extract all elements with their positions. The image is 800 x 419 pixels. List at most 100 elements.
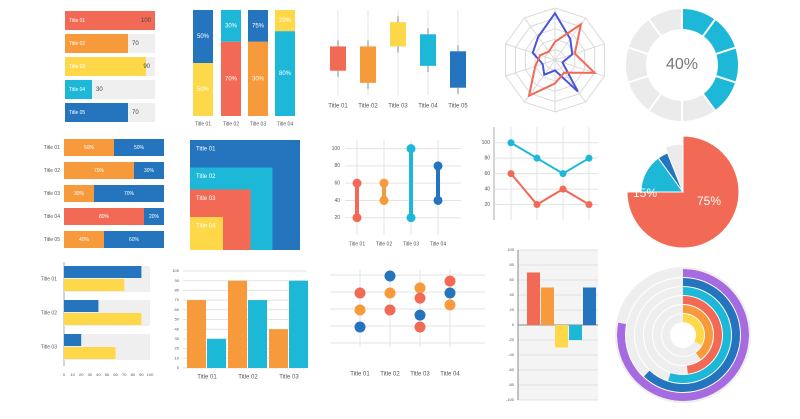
c9-ytick: 60 [484,171,490,177]
c14-ytick: 100 [507,247,514,252]
c4-series-line [527,22,598,98]
c3-category-label: Title 05 [448,104,468,110]
c13-category-label: Title 02 [380,372,400,378]
c11-xtick: 30 [88,372,93,377]
c9-point [559,170,567,178]
c1-bar [65,103,128,122]
c2-category-label: Title 01 [195,121,211,127]
c11-bar [64,266,142,278]
c2-category-label: Title 03 [250,121,266,127]
c12-ytick: 30 [175,336,180,341]
c13-point [444,275,456,287]
c4-spoke [524,17,556,61]
c14-ytick: 40 [510,292,515,297]
c8-ytick: 100 [332,146,341,152]
c1-bar [65,80,92,99]
c12-ytick: 10 [175,355,180,360]
c3-category-label: Title 02 [358,104,378,110]
c6-category-label: Title 05 [44,237,60,243]
c4-spoke [554,43,605,61]
c13-category-label: Title 04 [440,372,460,378]
c11-xtick: 40 [96,372,101,377]
c3-range-bar [390,22,406,47]
c10-slice [664,143,684,193]
c12-bar [187,300,206,368]
c13-point [354,287,366,299]
c12-ytick: 20 [175,346,180,351]
c13-point [444,287,456,299]
c10-slice [626,135,740,249]
c14-bar [555,325,568,348]
c3-category-label: Title 03 [388,104,408,110]
c14-ytick: 0 [512,322,515,327]
c2-bar-label: 30% [225,23,238,29]
c9-ytick: 80 [484,156,490,162]
c12-bar [269,329,288,368]
c15-arc [682,305,713,360]
c8-category-label: Title 03 [403,241,419,247]
c11-bar [64,300,99,312]
c14-ytick: 80 [510,262,515,267]
c6-bar-label: 60% [129,237,140,243]
c8-ytick: 40 [334,198,340,204]
c10-slice-label: 15% [633,186,657,200]
c14-bar [527,272,540,325]
c11-bar [64,279,125,291]
c13-point [414,321,426,333]
c15-arc [668,287,731,383]
c8-category-label: Title 02 [376,241,392,247]
c1-category-label: Title 03 [69,64,85,70]
c9-point [507,139,515,147]
c11-bar [64,313,142,325]
c11-category-label: Title 01 [41,276,57,282]
c13-point [384,287,396,299]
c9-ytick: 100 [482,140,491,146]
c2-bar-label: 80% [279,71,292,77]
c3-category-label: Title 04 [418,104,438,110]
c13-point [444,299,456,311]
c12-ytick: 40 [175,326,180,331]
c13-point [414,292,426,304]
c13-point [354,304,366,316]
c1-category-label: Title 04 [69,87,85,93]
c11-xtick: 50 [105,372,110,377]
c2-bar-label: 30% [252,76,265,82]
c11-category-label: Title 03 [41,344,57,350]
c6-category-label: Title 04 [44,214,60,220]
c8-point-low [433,195,443,205]
c8-ytick: 80 [334,163,340,169]
c6-category-label: Title 02 [44,168,60,174]
c2-bar-bottom [248,41,268,116]
c2-bar-label: 50% [197,34,210,40]
c12-category-label: Title 01 [197,375,217,381]
c11-xtick: 10 [70,372,75,377]
c14-ytick: -80 [508,382,515,387]
c8-point-low [352,213,362,223]
c7-square-label: Title 03 [196,196,216,202]
c6-bar-label: 70% [94,168,105,174]
c15-outer-ring [615,267,751,403]
c12-category-label: Title 03 [279,375,299,381]
c9-point [585,154,593,162]
c13-point [384,304,396,316]
c14-bar [541,287,554,325]
c11-bar [64,334,82,346]
c8-point-high [406,144,416,154]
c7-square-label: Title 04 [196,224,216,230]
c8-point-high [379,178,389,188]
c6-bar-label: 50% [84,145,95,151]
c15-arc [617,269,749,401]
c12-bar [228,280,247,368]
c4-spoke [505,43,556,61]
c8-ytick: 60 [334,181,340,187]
c1-bar [65,34,128,53]
c4-series-line [531,11,579,93]
c14-ytick: 20 [510,307,515,312]
c13-point [414,282,426,294]
c14-bar [569,325,582,340]
c2-bar-label: 75% [252,23,265,29]
c1-category-label: Title 05 [69,110,85,116]
c4-spoke [505,59,556,77]
